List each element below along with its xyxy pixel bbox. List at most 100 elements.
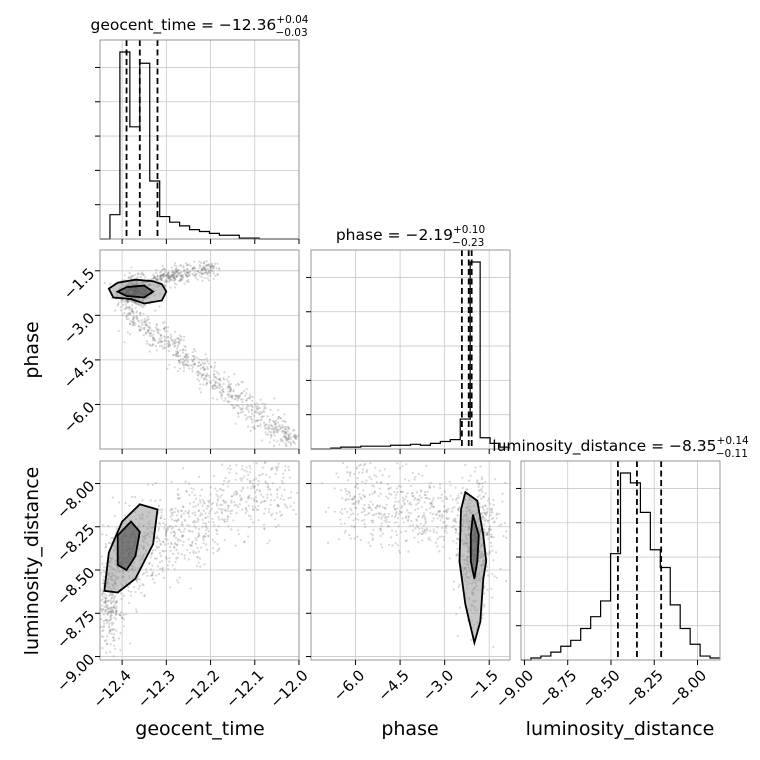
sample-point [273, 420, 276, 423]
sample-point [142, 584, 145, 587]
sample-point [333, 487, 336, 490]
sample-point [147, 331, 150, 334]
sample-point [109, 618, 112, 621]
sample-point [164, 556, 167, 559]
sample-point [101, 592, 104, 595]
sample-point [212, 277, 215, 280]
sample-point [159, 567, 162, 570]
sample-point [125, 306, 128, 309]
sample-point [234, 422, 237, 425]
sample-point [486, 553, 489, 556]
sample-point [425, 508, 428, 511]
sample-point [186, 359, 189, 362]
sample-point [182, 348, 185, 351]
sample-point [218, 384, 221, 388]
sample-point [202, 383, 205, 386]
sample-point [217, 548, 220, 552]
sample-point [186, 279, 190, 282]
sample-point [284, 465, 287, 468]
sample-point [286, 430, 289, 433]
sample-point [339, 511, 342, 514]
sample-point [177, 359, 180, 362]
sample-point [234, 478, 237, 481]
sample-point [245, 399, 248, 402]
sample-point [486, 569, 489, 572]
sample-point [292, 508, 295, 511]
sample-point [110, 601, 113, 604]
sample-point [215, 493, 218, 496]
sample-point [202, 266, 205, 269]
sample-point [236, 395, 239, 398]
sample-point [132, 311, 135, 314]
sample-point [249, 395, 252, 399]
sample-point [101, 647, 104, 650]
sample-point [154, 309, 157, 312]
sample-point [218, 387, 221, 390]
sample-point [213, 361, 216, 364]
sample-point [156, 331, 160, 334]
sample-point [163, 518, 166, 521]
sample-point [220, 488, 223, 491]
sample-point [206, 277, 209, 280]
sample-point [417, 507, 420, 510]
sample-point [270, 427, 273, 431]
sample-point [186, 548, 189, 552]
sample-point [166, 330, 169, 333]
sample-point [358, 464, 361, 467]
sample-point [230, 395, 234, 398]
sample-point [215, 502, 218, 505]
sample-point [404, 478, 407, 481]
sample-point [193, 260, 196, 263]
sample-point [173, 275, 176, 278]
sample-point [227, 525, 230, 528]
sample-point [128, 276, 131, 279]
sample-point [188, 274, 191, 277]
sample-point [160, 554, 163, 558]
sample-point [501, 500, 504, 503]
sample-point [130, 266, 133, 269]
sample-point [173, 530, 176, 533]
sample-point [224, 508, 227, 511]
sample-point [237, 396, 240, 400]
sample-point [273, 397, 276, 400]
sample-point [261, 500, 264, 503]
sample-point [347, 498, 350, 501]
sample-point [226, 515, 229, 518]
title-minus: −0.11 [716, 448, 748, 460]
sample-point [283, 435, 286, 438]
sample-point [250, 409, 253, 412]
sample-point [483, 504, 487, 507]
sample-point [194, 267, 197, 270]
sample-point [135, 579, 138, 582]
sample-point [202, 262, 205, 265]
sample-point [176, 273, 179, 276]
sample-point [259, 423, 262, 426]
sample-point [133, 273, 136, 276]
sample-point [143, 328, 146, 331]
sample-point [223, 520, 226, 524]
sample-point [102, 626, 105, 629]
sample-point [246, 403, 249, 406]
sample-point [150, 568, 153, 571]
sample-point [127, 312, 130, 315]
sample-point [247, 410, 250, 413]
sample-point [181, 276, 184, 279]
sample-point [276, 465, 280, 468]
sample-point [175, 275, 178, 278]
y-axis-label-phase: phase [21, 321, 43, 378]
sample-point [173, 543, 177, 546]
sample-point [175, 355, 178, 358]
sample-point [383, 519, 386, 522]
sample-point [119, 649, 122, 652]
sample-point [174, 524, 177, 527]
sample-point [387, 512, 390, 515]
sample-point [209, 509, 212, 512]
sample-point [370, 508, 373, 512]
sample-point [164, 271, 167, 274]
sample-point [417, 514, 420, 518]
sample-point [230, 403, 233, 406]
sample-point [499, 567, 502, 570]
sample-point [452, 540, 455, 543]
sample-point [343, 507, 347, 510]
sample-point [129, 322, 132, 325]
